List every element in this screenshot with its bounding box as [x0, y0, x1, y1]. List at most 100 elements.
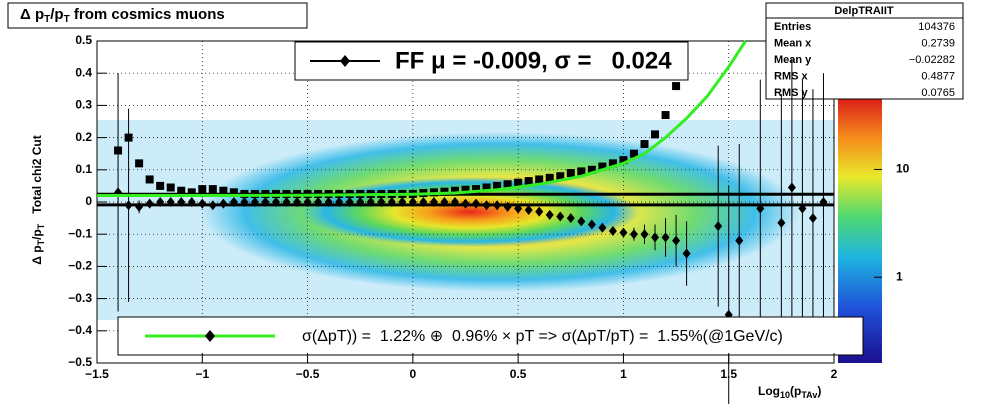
- diamond-marker: [461, 198, 470, 209]
- y-tick-label: 0.1: [75, 162, 92, 176]
- diamond-marker: [250, 197, 259, 207]
- diamond-marker: [135, 201, 144, 212]
- square-marker: [156, 181, 165, 190]
- square-marker: [482, 183, 491, 192]
- square-marker: [651, 130, 660, 139]
- square-marker: [608, 159, 617, 168]
- square-marker: [145, 175, 154, 184]
- square-marker: [598, 162, 607, 171]
- x-tick-label: 0: [410, 367, 417, 381]
- diamond-marker: [472, 198, 481, 209]
- x-tick-label: −1: [195, 367, 209, 381]
- stats-box: DelpTRAIIT Entries 104376 Mean x 0.2739 Mean…: [765, 2, 964, 100]
- square-marker: [440, 187, 449, 196]
- diamond-marker: [356, 197, 365, 207]
- legend-bottom-marker: [205, 330, 215, 342]
- square-marker: [556, 172, 565, 181]
- diamond-marker: [651, 232, 660, 243]
- diamond-marker: [598, 222, 607, 233]
- diamond-marker: [229, 197, 238, 207]
- stats-value: 0.4877: [921, 70, 955, 82]
- diamond-marker: [808, 213, 817, 224]
- y-tick-label: 0.3: [75, 98, 92, 112]
- square-marker: [587, 165, 596, 174]
- square-marker: [219, 186, 228, 195]
- square-marker: [208, 185, 217, 194]
- diamond-marker: [682, 248, 691, 259]
- z-tick-label: 10: [896, 162, 910, 176]
- diamond-marker: [714, 221, 723, 232]
- diamond-marker: [366, 197, 375, 207]
- diamond-marker: [798, 203, 807, 214]
- legend-top-text: FF μ = -0.009, σ = 0.024: [395, 47, 672, 74]
- diamond-marker: [187, 197, 196, 207]
- diamond-marker: [145, 198, 154, 209]
- square-marker: [545, 173, 554, 182]
- diamond-marker: [377, 197, 386, 207]
- legend-top-marker: [340, 55, 350, 67]
- diamond-marker: [787, 182, 796, 193]
- square-marker: [187, 188, 196, 197]
- diamond-marker: [219, 198, 228, 209]
- y-tick-label: −0.1: [68, 226, 92, 240]
- y-tick-label: 0: [85, 194, 92, 208]
- diamond-marker: [493, 200, 502, 211]
- diamond-marker: [524, 205, 533, 216]
- x-tick-label: −1.5: [85, 367, 109, 381]
- diamond-marker: [166, 197, 175, 207]
- diamond-marker: [261, 197, 270, 207]
- x-tick-label: 2: [831, 367, 838, 381]
- diamond-marker: [124, 200, 133, 211]
- diamond-marker: [408, 197, 417, 207]
- stats-label: RMS y: [774, 87, 809, 99]
- x-tick-label: 1: [620, 367, 627, 381]
- y-tick-label: −0.4: [68, 323, 92, 337]
- diamond-marker: [240, 197, 249, 207]
- diamond-marker: [208, 200, 217, 211]
- diamond-marker: [450, 197, 459, 207]
- y-tick-label: 0.5: [75, 33, 92, 47]
- square-marker: [619, 156, 628, 165]
- diamond-marker: [756, 203, 765, 214]
- stats-value: 0.0765: [921, 87, 955, 99]
- diamond-marker: [293, 197, 302, 207]
- diamond-marker: [503, 201, 512, 212]
- title-box: [7, 2, 308, 29]
- y-tick-label: 0.2: [75, 130, 92, 144]
- title: Δ pT/pT from cosmics muons: [20, 6, 225, 25]
- square-marker: [135, 159, 144, 168]
- diamond-marker: [271, 197, 280, 207]
- y-tick-label: −0.3: [68, 291, 92, 305]
- square-marker: [514, 178, 523, 187]
- x-axis-label: Log10(pTAv): [758, 384, 821, 400]
- diamond-marker: [672, 235, 681, 246]
- legend-bottom-text: σ(ΔpT)) = 1.22% ⊕ 0.96% × pT => σ(ΔpT/pT…: [302, 328, 783, 345]
- diamond-marker: [440, 197, 449, 207]
- diamond-marker: [556, 211, 565, 222]
- x-tick-label: 1.5: [720, 367, 737, 381]
- diamond-marker: [419, 197, 428, 207]
- square-marker: [177, 186, 186, 195]
- square-marker: [661, 111, 670, 120]
- stats-label: RMS x: [774, 70, 809, 82]
- diamond-marker: [156, 197, 165, 207]
- stats-title: DelpTRAIIT: [834, 5, 894, 17]
- square-marker: [629, 149, 638, 158]
- diamond-marker: [345, 197, 354, 207]
- diamond-marker: [429, 197, 438, 207]
- diamond-marker: [545, 209, 554, 220]
- square-marker: [672, 82, 681, 91]
- diamond-marker: [282, 197, 291, 207]
- diamond-marker: [177, 197, 186, 207]
- diamond-marker: [608, 225, 617, 236]
- diamond-marker: [303, 197, 312, 207]
- diamond-marker: [535, 206, 544, 217]
- square-marker: [535, 175, 544, 184]
- fit-curve: [97, 40, 747, 198]
- square-marker: [450, 186, 459, 195]
- y-axis-label: Δ pT/pT Total chi2 Cut: [30, 135, 46, 264]
- stats-label: Mean x: [774, 37, 812, 49]
- square-marker: [566, 169, 575, 178]
- diamond-marker: [198, 198, 207, 209]
- diamond-marker: [324, 197, 333, 207]
